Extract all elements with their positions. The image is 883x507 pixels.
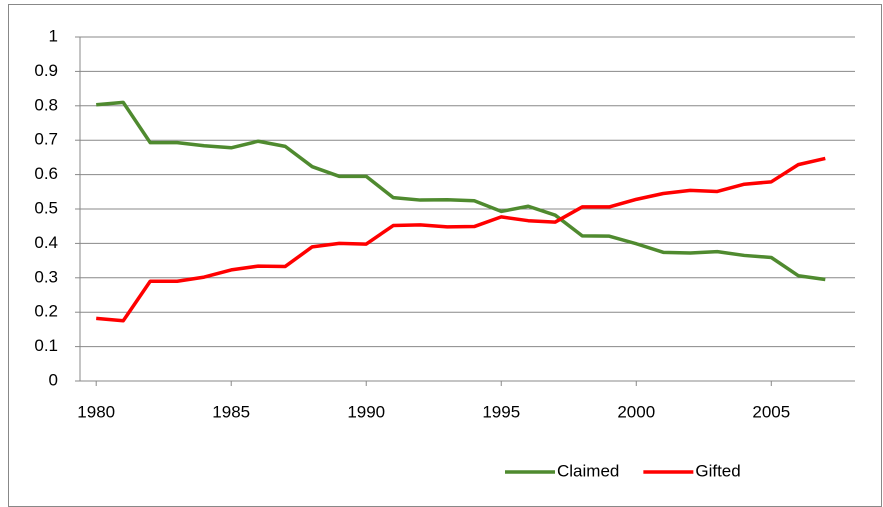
y-tick-label: 0.1 [34, 336, 58, 355]
y-tick-label: 0.8 [34, 95, 58, 114]
legend-label: Gifted [695, 461, 740, 480]
y-tick-label: 0.6 [34, 164, 58, 183]
x-tick-label: 1995 [482, 402, 520, 421]
x-tick-label: 2005 [752, 402, 790, 421]
y-tick-label: 0.5 [34, 198, 58, 217]
x-tick-label: 2000 [617, 402, 655, 421]
y-tick-label: 0.2 [34, 302, 58, 321]
y-tick-label: 0 [49, 370, 58, 389]
x-tick-label: 1980 [77, 402, 115, 421]
x-tick-label: 1985 [212, 402, 250, 421]
y-tick-label: 0.4 [34, 233, 58, 252]
legend-label: Claimed [557, 461, 619, 480]
x-tick-label: 1990 [347, 402, 385, 421]
y-tick-label: 0.9 [34, 61, 58, 80]
y-tick-label: 0.7 [34, 130, 58, 149]
series-line [96, 156, 826, 323]
y-tick-label: 1 [49, 26, 58, 45]
series-line [96, 100, 826, 282]
y-tick-label: 0.3 [34, 267, 58, 286]
